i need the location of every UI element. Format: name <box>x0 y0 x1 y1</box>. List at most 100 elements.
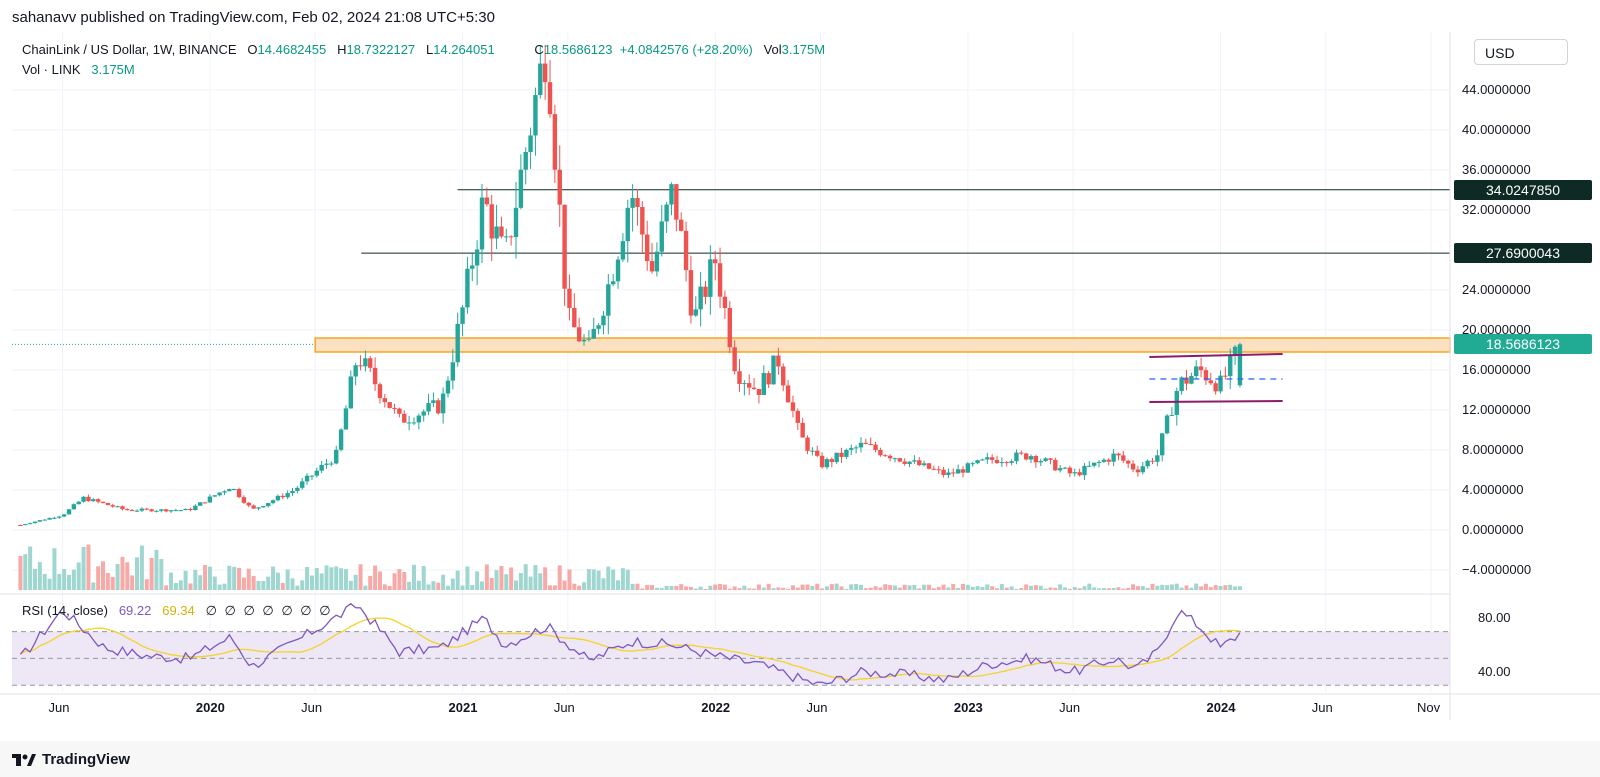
volume-bar <box>1150 583 1155 590</box>
candle-body <box>450 362 456 381</box>
volume-bar <box>475 571 480 590</box>
volume-bar <box>1208 587 1213 590</box>
candle-body <box>795 410 801 423</box>
candle-body <box>683 230 689 271</box>
consolidation-channel[interactable] <box>1149 353 1283 403</box>
volume-bar <box>397 569 402 590</box>
volume-bar <box>829 584 834 590</box>
candle-body <box>1155 455 1160 462</box>
candle-body <box>737 371 742 384</box>
candle-body <box>416 415 422 423</box>
candle-body <box>1004 462 1009 464</box>
candle-body <box>674 184 679 220</box>
candle-body <box>129 510 135 512</box>
candle-body <box>91 499 96 502</box>
candle-body <box>363 358 368 367</box>
volume-bar <box>1058 584 1063 590</box>
volume-bar <box>1082 586 1087 590</box>
price-axis-label: 12.0000000 <box>1462 402 1531 417</box>
candle-body <box>630 198 635 208</box>
tradingview-logo[interactable]: TradingView <box>12 751 130 768</box>
symbol-label[interactable]: ChainLink / US Dollar, 1W, BINANCE <box>22 42 237 57</box>
volume-bar <box>528 576 533 590</box>
candle-body <box>878 449 883 456</box>
candle-body <box>776 355 781 367</box>
candle-body <box>431 400 436 404</box>
candle-body <box>474 249 480 266</box>
volume-bar <box>883 584 888 590</box>
volume-bar <box>902 584 907 590</box>
candle-body <box>368 358 373 368</box>
volume-bar <box>572 583 577 590</box>
candle-body <box>110 505 115 507</box>
candle-body <box>1150 460 1155 462</box>
candle-body <box>1174 390 1179 415</box>
volume-bar <box>552 585 557 590</box>
rsi-axis-label: 40.00 <box>1478 663 1511 679</box>
volume-bar <box>42 573 47 590</box>
volume-bar <box>990 586 995 590</box>
candle-body <box>392 407 397 409</box>
volume-bar <box>1194 583 1199 590</box>
volume-bar <box>1063 587 1068 590</box>
candle-body <box>1208 380 1213 384</box>
volume-bar <box>32 568 37 590</box>
volume-bar <box>237 567 242 590</box>
time-axis-label: Jun <box>806 700 828 715</box>
candle-body <box>52 517 57 519</box>
rsi-line <box>19 602 1241 686</box>
candle-body <box>1125 460 1131 464</box>
volume-bar <box>212 576 217 590</box>
volume-bar <box>956 587 961 590</box>
volume-bar <box>718 584 723 590</box>
candle-body <box>246 502 251 506</box>
volume-bar <box>329 567 334 590</box>
volume-bar <box>1048 587 1053 590</box>
volume-bar <box>844 588 849 590</box>
rsi-title[interactable]: RSI (14, close) <box>22 603 108 618</box>
volume-bar <box>489 577 494 590</box>
volume-bar <box>324 565 329 590</box>
candle-body <box>295 487 300 491</box>
volume-bar <box>494 570 499 590</box>
candle-body <box>761 373 766 395</box>
volume-bar <box>917 588 922 590</box>
channel-top-line <box>1149 353 1283 358</box>
candle-body <box>426 403 431 412</box>
candle-body <box>994 459 1000 464</box>
volume-bar <box>1160 584 1165 590</box>
candle-body <box>1111 453 1116 462</box>
candle-body <box>377 384 383 399</box>
candle-body <box>1189 376 1194 384</box>
volume-bar <box>164 585 169 590</box>
candle-body <box>193 505 198 511</box>
volume-bar <box>771 588 776 590</box>
candle-body <box>601 315 606 326</box>
footer: TradingView <box>0 741 1600 777</box>
candle-body <box>644 234 650 262</box>
open-value: 14.4682455 <box>257 42 327 57</box>
candle-body <box>829 459 835 463</box>
candle-body <box>649 261 655 272</box>
currency-button[interactable]: USD <box>1474 39 1568 65</box>
candle-body <box>125 509 130 511</box>
volume-bar <box>343 569 348 590</box>
volume-bar <box>1014 588 1019 590</box>
volume-bar <box>280 582 285 590</box>
volume-bar <box>1179 587 1184 590</box>
volume-bar <box>1189 587 1194 590</box>
volume-bar <box>91 582 96 590</box>
volume-bar <box>922 584 927 590</box>
candle-body <box>343 408 349 430</box>
candle-body <box>251 505 256 509</box>
candle-body <box>266 503 271 507</box>
candle-body <box>66 509 72 515</box>
candle-body <box>581 339 587 342</box>
horizontal-levels[interactable] <box>361 189 1450 254</box>
candle-body <box>1198 366 1204 371</box>
volume-bar <box>426 584 431 590</box>
candle-body <box>1014 452 1019 462</box>
candle-body <box>528 135 533 152</box>
publish-header: sahanavv published on TradingView.com, F… <box>0 0 1600 32</box>
